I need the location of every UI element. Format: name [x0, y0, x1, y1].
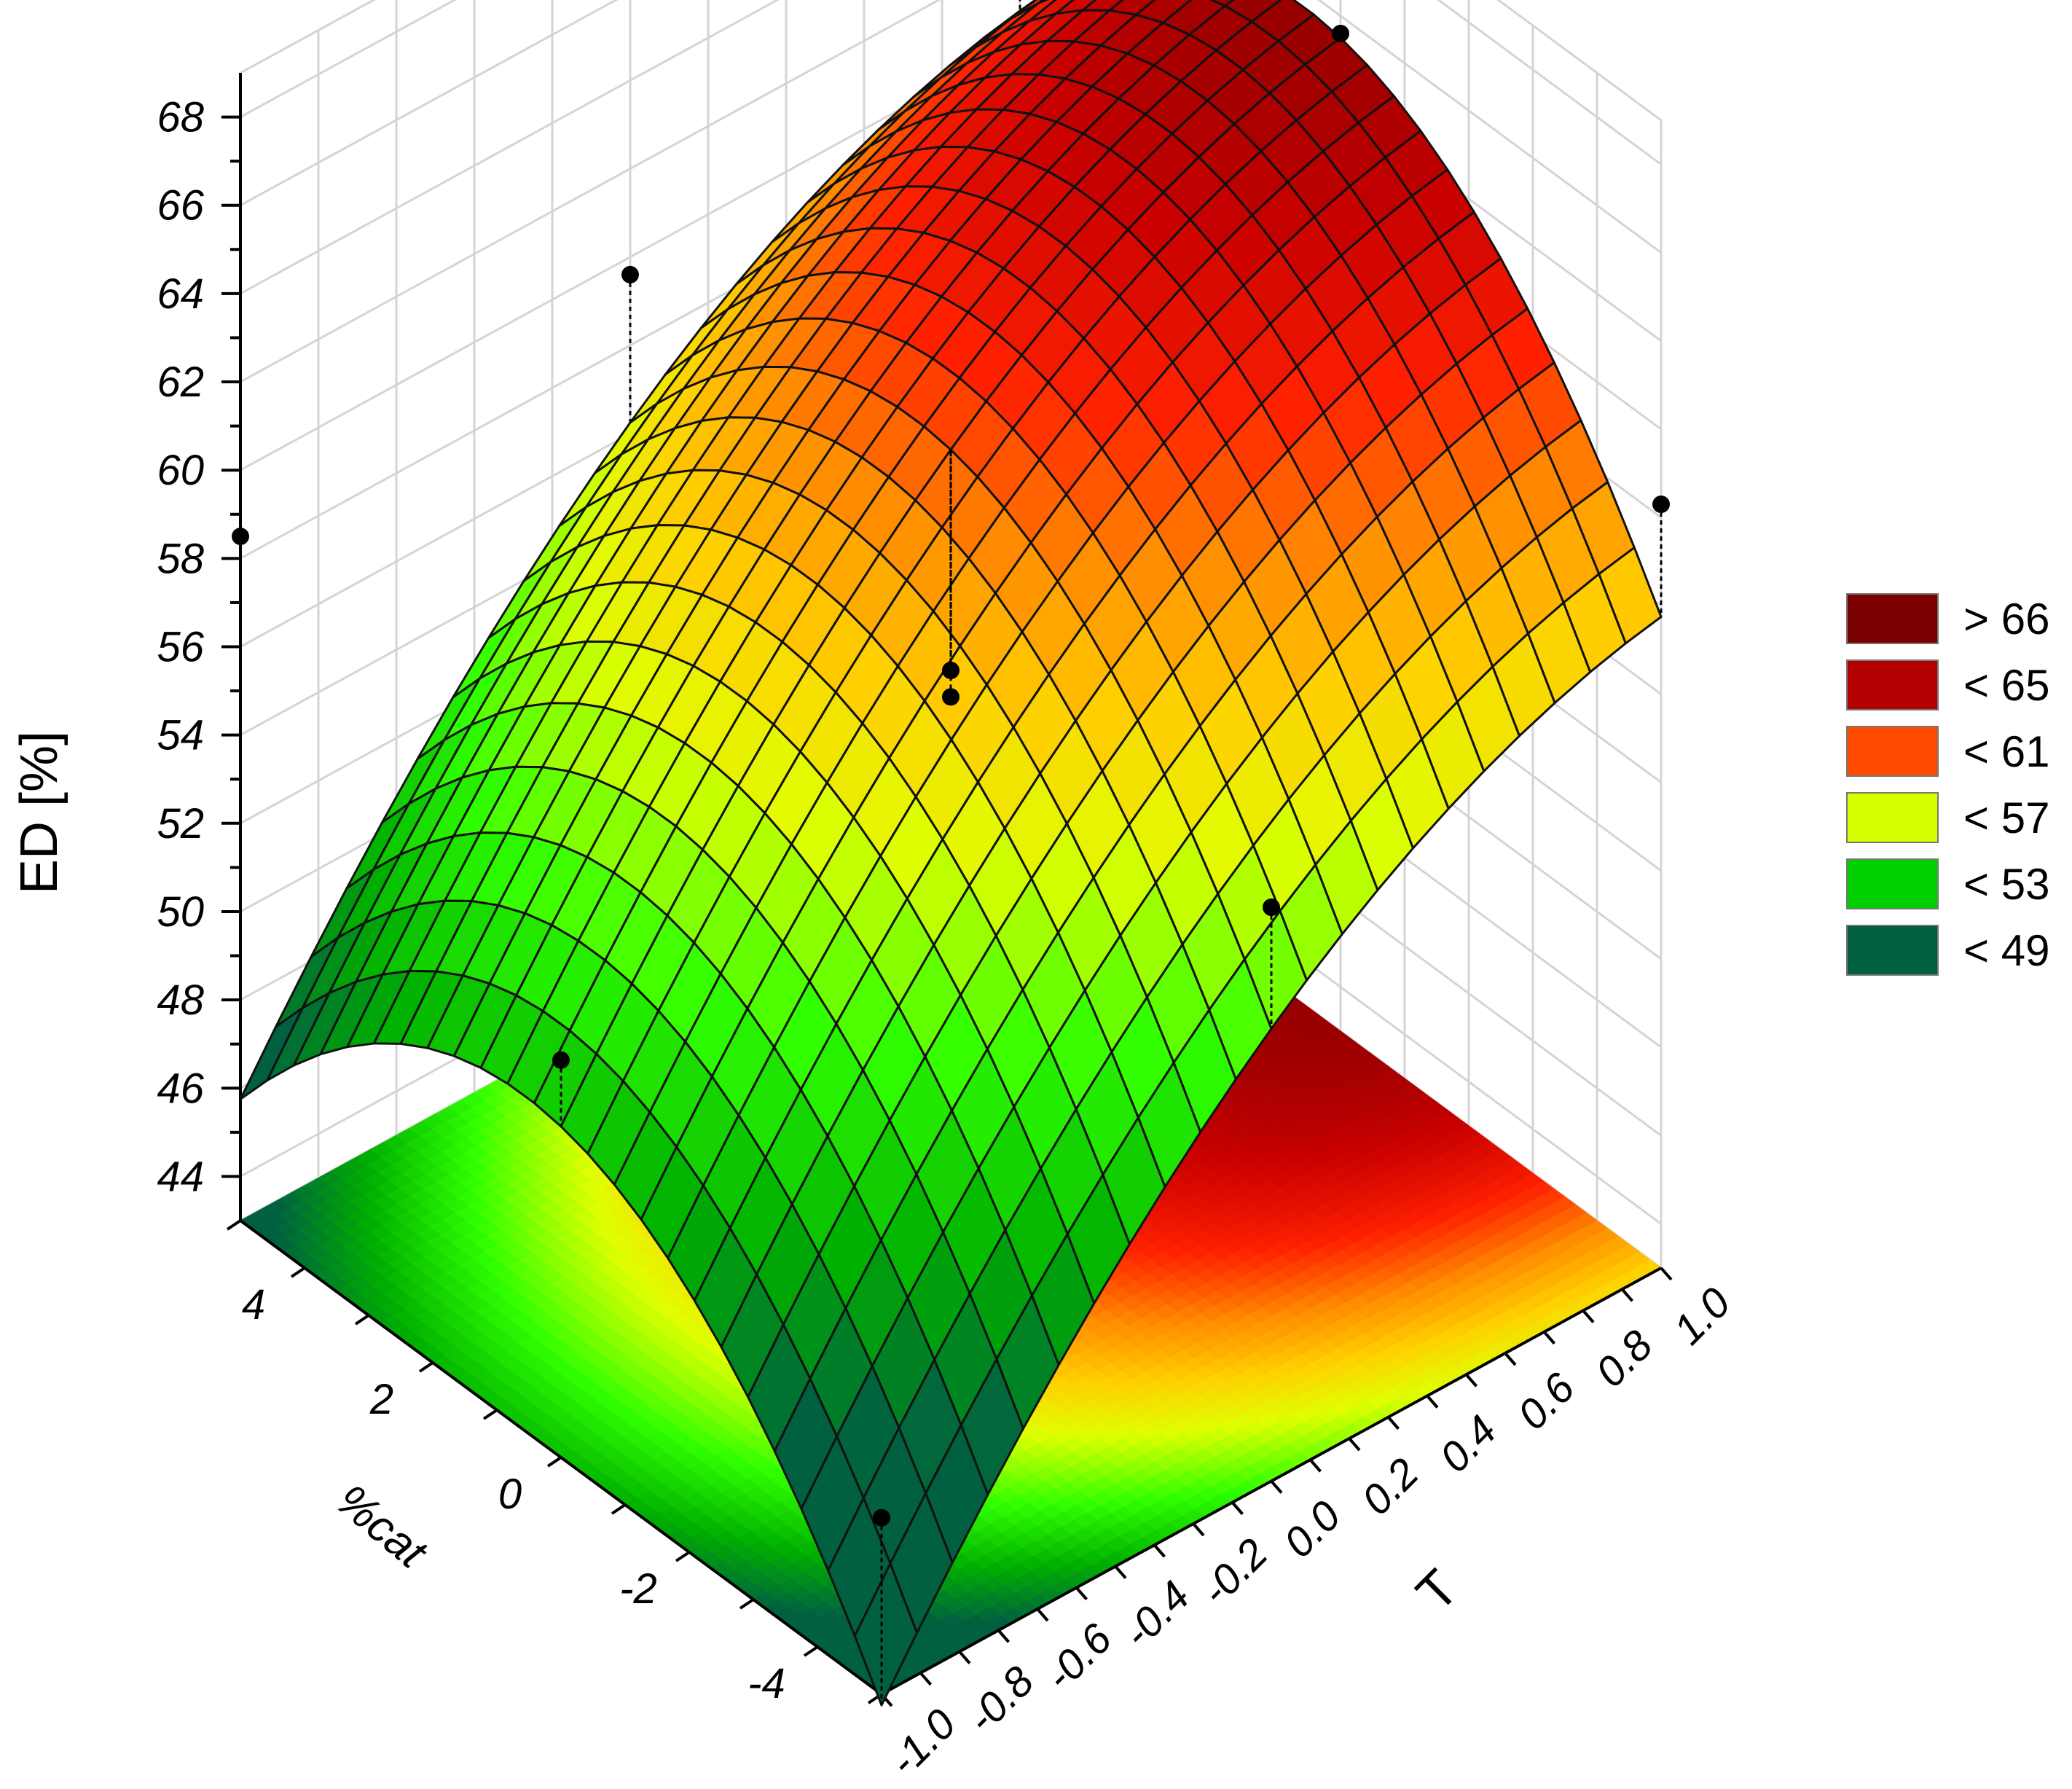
y-tick-label: 0: [498, 1471, 522, 1518]
x-tick-mark: [1231, 1501, 1244, 1516]
x-tick-mark: [1192, 1522, 1205, 1537]
z-tick-label: 46: [157, 1065, 204, 1112]
legend-swatch: [1846, 726, 1939, 777]
observed-point: [552, 1051, 570, 1069]
legend-label: > 66: [1963, 595, 2049, 643]
x-tick-mark: [1582, 1310, 1595, 1323]
x-tick-mark: [997, 1629, 1011, 1643]
z-tick-label: 50: [157, 888, 204, 936]
chart-axes: [221, 73, 1673, 1707]
x-tick-label: -0.4: [1114, 1572, 1199, 1657]
x-tick-label: 1.0: [1665, 1279, 1740, 1354]
y-tick-mark: [739, 1598, 755, 1610]
z-tick-label: 68: [157, 94, 204, 141]
z-tick-label: 62: [157, 359, 204, 406]
z-tick-label: 64: [157, 270, 204, 318]
x-tick-label: 0.4: [1431, 1406, 1506, 1481]
legend: > 66 < 65 < 61 < 57 < 53 < 49: [1846, 593, 2049, 976]
x-tick-mark: [1114, 1565, 1127, 1579]
x-tick-label: 0.8: [1587, 1321, 1662, 1396]
legend-swatch: [1846, 593, 1939, 644]
z-tick-label: 56: [157, 624, 204, 671]
legend-label: < 53: [1963, 860, 2049, 909]
legend-swatch: [1846, 858, 1939, 909]
legend-label: < 61: [1963, 727, 2049, 776]
legend-label: < 49: [1963, 926, 2049, 975]
gridline-z-right: [1437, 0, 1662, 165]
x-tick-mark: [1542, 1331, 1556, 1345]
z-tick-label: 54: [157, 712, 204, 759]
y-tick-mark: [482, 1409, 498, 1420]
x-tick-mark: [919, 1672, 933, 1686]
legend-swatch: [1846, 659, 1939, 710]
y-tick-mark: [546, 1456, 562, 1468]
observed-point: [1263, 899, 1280, 916]
y-tick-label: -4: [747, 1660, 785, 1707]
x-tick-mark: [1504, 1352, 1517, 1366]
y-tick-mark: [418, 1361, 434, 1373]
legend-swatch: [1846, 792, 1939, 843]
x-tick-mark: [1348, 1437, 1361, 1452]
legend-label: < 65: [1963, 661, 2049, 710]
x-tick-mark: [958, 1651, 971, 1664]
response-surface: [239, 0, 1663, 1707]
observed-point: [1652, 496, 1670, 514]
y-tick-label: 4: [242, 1281, 265, 1328]
x-tick-mark: [1620, 1288, 1634, 1302]
y-tick-mark: [290, 1267, 306, 1278]
gridline-z-left: [240, 0, 619, 207]
observed-point: [1332, 24, 1349, 42]
surface-cell: [853, 1562, 919, 1707]
x-tick-label: 0.6: [1509, 1363, 1585, 1439]
x-tick-mark: [1153, 1543, 1166, 1558]
x-tick-mark: [1308, 1458, 1322, 1473]
x-tick-label: 0.2: [1353, 1449, 1428, 1524]
y-tick-mark: [803, 1645, 819, 1657]
x-tick-mark: [1464, 1373, 1478, 1387]
observed-points: [232, 0, 1670, 1706]
x-tick-mark: [1386, 1416, 1400, 1430]
y-tick-mark: [354, 1314, 370, 1326]
x-tick-mark: [1426, 1395, 1439, 1409]
z-tick-label: 44: [157, 1153, 204, 1200]
z-tick-label: 66: [157, 182, 204, 230]
gridline-z-left: [240, 0, 457, 118]
observed-point: [942, 688, 960, 706]
x-tick-label: -1.0: [880, 1700, 965, 1785]
z-axis-title: ED [%]: [10, 731, 68, 894]
legend-label: < 57: [1963, 794, 2049, 842]
x-tick-label: 0.0: [1275, 1492, 1350, 1567]
x-tick-label: -0.8: [958, 1657, 1043, 1742]
y-tick-mark: [226, 1219, 242, 1231]
observed-point: [873, 1508, 890, 1527]
x-tick-mark: [1270, 1480, 1283, 1494]
x-tick-label: -0.2: [1192, 1530, 1277, 1615]
y-tick-label: -2: [619, 1565, 657, 1613]
z-tick-label: 60: [157, 447, 204, 494]
y-tick-label: 2: [369, 1376, 393, 1423]
legend-swatch: [1846, 925, 1939, 976]
z-tick-label: 48: [157, 976, 204, 1024]
x-axis-title: T: [1405, 1559, 1469, 1623]
observed-point: [232, 528, 249, 546]
y-tick-mark: [611, 1503, 627, 1515]
y-axis-title: %cat: [326, 1475, 437, 1579]
z-tick-label: 52: [157, 800, 204, 847]
y-tick-mark: [675, 1551, 691, 1562]
x-tick-mark: [1036, 1608, 1049, 1622]
z-tick-label: 58: [157, 535, 204, 582]
observed-point: [621, 265, 639, 283]
x-tick-mark: [1075, 1586, 1088, 1601]
x-tick-label: -0.6: [1036, 1614, 1121, 1699]
x-tick-mark: [1660, 1267, 1673, 1281]
